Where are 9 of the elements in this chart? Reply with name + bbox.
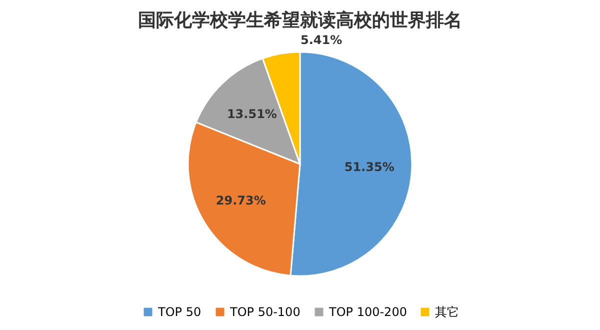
legend-label: TOP 50-100 [229, 305, 300, 319]
legend-label: 其它 [435, 305, 459, 319]
data-label: 29.73% [216, 193, 266, 208]
legend-label: TOP 50 [157, 305, 202, 319]
data-label: 51.35% [344, 160, 394, 174]
legend-label: TOP 100-200 [328, 305, 407, 319]
data-label: 5.41% [300, 32, 342, 47]
chart-title: 国际化学校学生希望就读高校的世界排名 [138, 10, 462, 31]
data-label: 13.51% [226, 106, 277, 121]
